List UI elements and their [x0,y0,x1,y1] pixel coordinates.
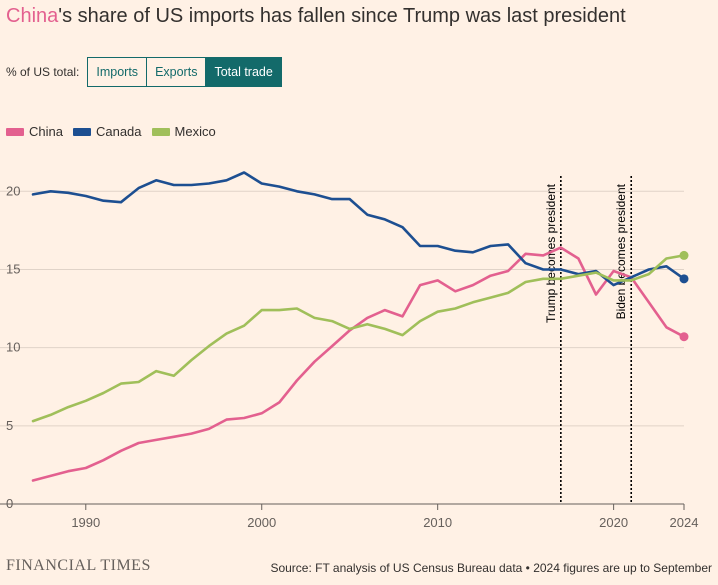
y-tick-label: 20 [6,183,20,198]
legend-label-mexico: Mexico [174,124,216,139]
title-rest: 's share of US imports has fallen since … [58,5,626,27]
title-highlight: China [6,5,59,27]
series-line-canada [31,171,686,287]
metric-selector-label: % of US total: [6,65,80,79]
exports-button[interactable]: Exports [146,58,206,86]
annotation-label-1: Biden becomes president [614,183,628,319]
y-tick-label: 5 [6,418,13,433]
ft-logo: FINANCIAL TIMES [6,557,151,574]
legend-label-canada: Canada [95,124,142,139]
chart-title: China's share of US imports has fallen s… [6,3,626,29]
series-end-marker-china [679,332,689,342]
series-end-marker-canada [679,274,689,284]
y-tick-label: 0 [6,496,13,511]
legend-item-canada: Canada [72,124,142,139]
series-line-mexico [31,254,686,423]
x-tick-label: 2000 [247,515,276,530]
source-note: Source: FT analysis of US Census Bureau … [270,561,712,575]
metric-toggle-group: Imports Exports Total trade [87,57,282,87]
legend-swatch-china [6,127,24,136]
total-trade-button[interactable]: Total trade [205,58,281,86]
x-tick-label: 2010 [423,515,452,530]
x-tick-label: 1990 [71,515,100,530]
series-line-china [31,246,686,482]
legend-swatch-mexico [151,127,170,136]
legend-swatch-canada [72,127,91,136]
y-tick-label: 10 [6,340,20,355]
imports-button[interactable]: Imports [88,58,147,86]
legend-item-mexico: Mexico [151,124,216,139]
x-tick-label: 2020 [599,515,628,530]
metric-selector: % of US total: Imports Exports Total tra… [6,56,282,88]
x-tick-label: 2024 [670,515,699,530]
legend-label-china: China [29,124,63,139]
legend-item-china: China [6,124,63,139]
y-tick-label: 15 [6,261,20,276]
series-end-marker-mexico [679,250,689,260]
chart-legend: China Canada Mexico [6,124,226,139]
